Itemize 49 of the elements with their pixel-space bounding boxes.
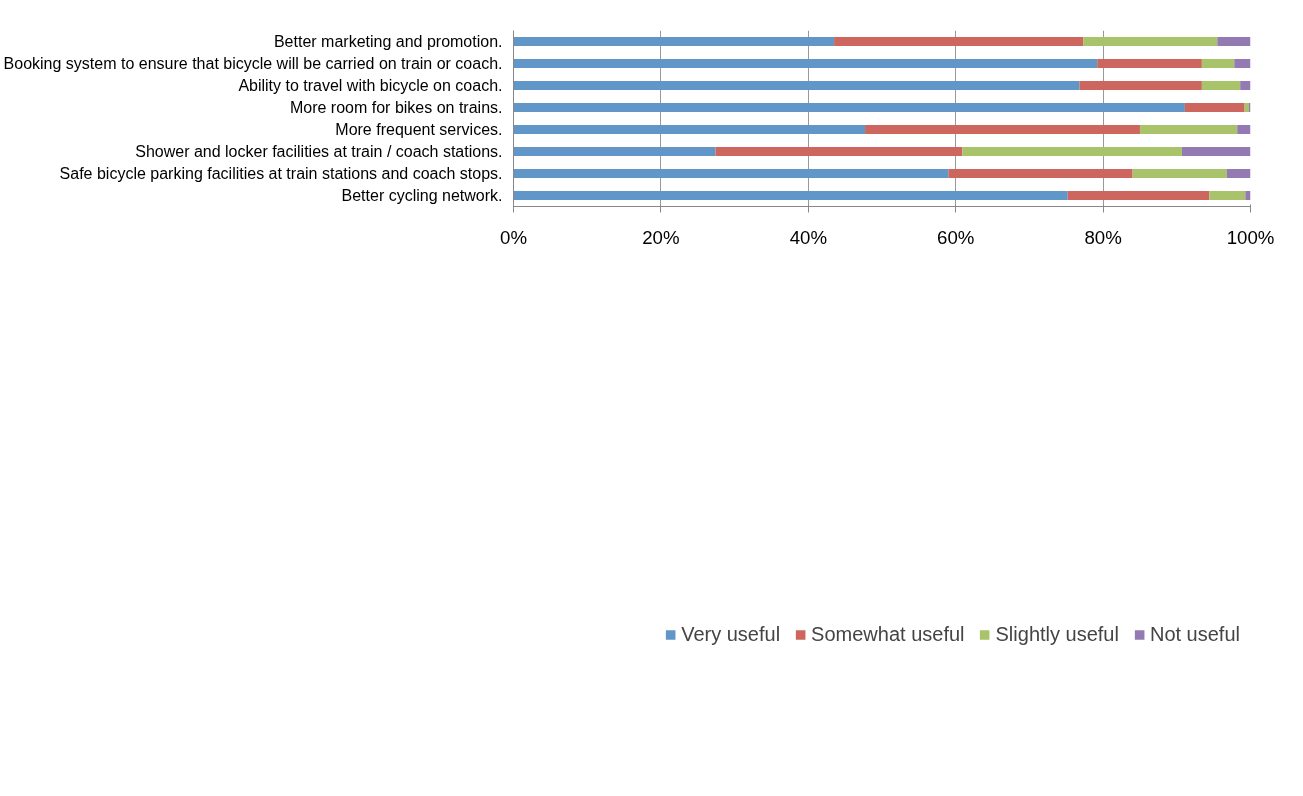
- bar: [1244, 103, 1250, 112]
- bar: [1209, 191, 1246, 200]
- bar: [1132, 169, 1227, 178]
- bar: [513, 191, 1068, 200]
- bar: [513, 59, 1098, 68]
- bar: [1184, 103, 1245, 112]
- x-tick-label: 20%: [642, 226, 680, 248]
- bar: [1181, 147, 1251, 156]
- x-tick-label: 0%: [500, 226, 527, 248]
- bar: [1245, 191, 1251, 200]
- bar: [513, 125, 866, 134]
- bar: [1067, 191, 1210, 200]
- bar: [1201, 59, 1235, 68]
- bar: [962, 147, 1182, 156]
- bar: [1201, 81, 1241, 90]
- y-tick-label: Ability to travel with bicycle on coach.: [238, 77, 503, 94]
- bar: [1240, 81, 1251, 90]
- y-tick-label: More room for bikes on trains.: [289, 99, 503, 116]
- x-tick-label: 60%: [937, 226, 975, 248]
- legend-label: Slightly useful: [995, 622, 1119, 646]
- bar: [715, 147, 963, 156]
- bar: [1083, 37, 1218, 46]
- x-tick-label: 80%: [1084, 226, 1122, 248]
- bar: [513, 103, 1185, 112]
- bar: [1234, 59, 1251, 68]
- bar: [1237, 125, 1251, 134]
- bar: [1079, 81, 1202, 90]
- bar: [948, 169, 1133, 178]
- bar: [513, 147, 716, 156]
- bar: [1226, 169, 1251, 178]
- legend-label: Somewhat useful: [811, 622, 965, 646]
- x-tick-label: 40%: [789, 226, 827, 248]
- x-tick-label: 100%: [1226, 226, 1275, 248]
- y-tick-label: Safe bicycle parking facilities at train stations and coach stops.: [59, 165, 503, 182]
- legend-label: Not useful: [1149, 622, 1240, 646]
- y-tick-label: Better cycling network.: [341, 187, 503, 204]
- y-tick-label: Booking system to ensure that bicycle will be carried on train or coach.: [3, 55, 503, 72]
- legend-label: Very useful: [681, 622, 781, 646]
- y-tick-label: Better marketing and promotion.: [273, 33, 503, 50]
- bar: [1217, 37, 1251, 46]
- bar: [1139, 125, 1238, 134]
- bar: [1097, 59, 1202, 68]
- bar: [865, 125, 1140, 134]
- bar: [834, 37, 1084, 46]
- y-tick-label: Shower and locker facilities at train / coach stations.: [135, 143, 503, 160]
- bar: [513, 37, 835, 46]
- bar: [513, 81, 1080, 90]
- y-tick-label: More frequent services.: [335, 121, 503, 138]
- bar: [513, 169, 949, 178]
